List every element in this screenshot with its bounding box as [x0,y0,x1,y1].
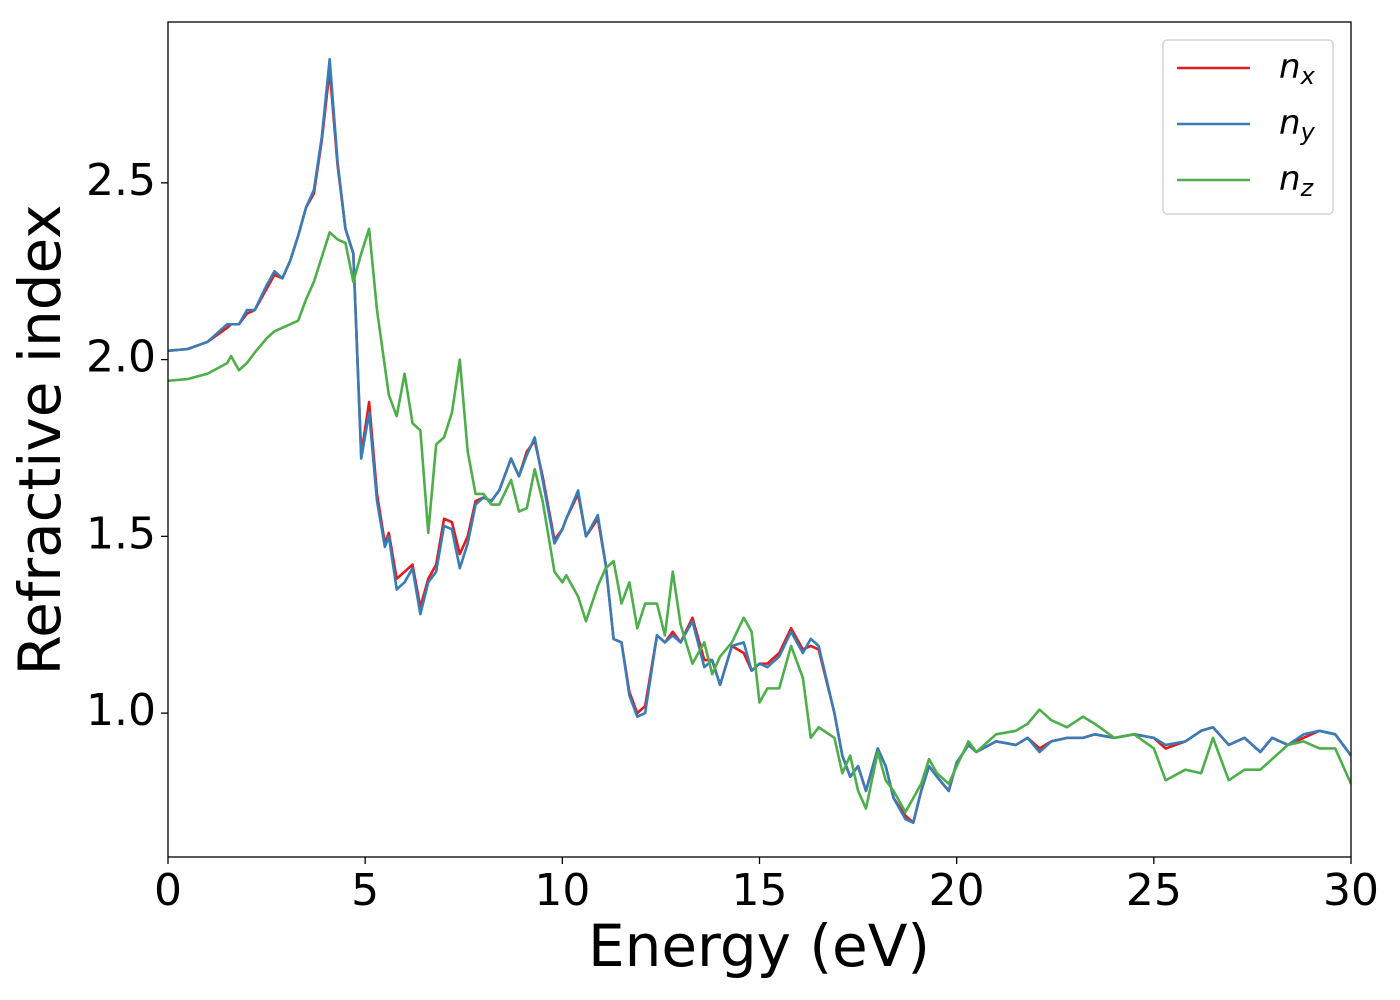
x-tick-label: 20 [929,865,985,916]
x-tick-label: 25 [1126,865,1182,916]
y-tick-label: 2.0 [86,332,156,383]
line-series [168,227,1351,814]
plot-area [168,57,1351,825]
legend-box [1162,39,1334,215]
legend-label: nz [1279,159,1315,203]
x-tick-label: 10 [534,865,590,916]
legend: nx ny nz [1162,39,1334,215]
y-tick-label: 1.0 [86,685,156,736]
y-tick-label: 1.5 [86,508,156,559]
x-axis-label: Energy (eV) [588,912,930,980]
legend-label: nx [1279,47,1316,91]
x-tick-label: 5 [351,865,379,916]
line-series [168,57,1351,825]
x-tick-label: 30 [1323,865,1379,916]
y-tick-label: 2.5 [86,155,156,206]
y-axis-label: Refractive index [6,204,74,675]
x-tick-label: 15 [732,865,788,916]
x-tick-label: 0 [154,865,182,916]
legend-label: ny [1279,103,1316,147]
